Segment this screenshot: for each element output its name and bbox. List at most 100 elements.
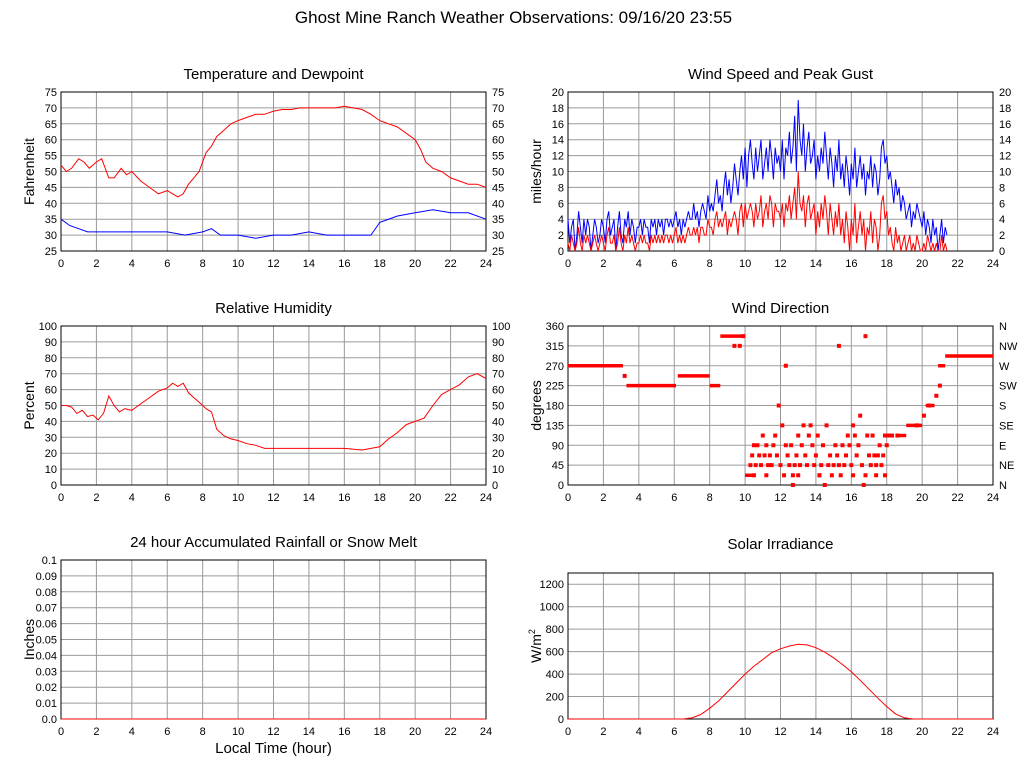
direction-point bbox=[755, 443, 760, 448]
direction-point bbox=[829, 473, 834, 478]
y-tick-label: 1200 bbox=[540, 579, 564, 591]
direction-point bbox=[787, 463, 792, 468]
y-tick-label: 8 bbox=[558, 182, 564, 194]
x-tick-label: 16 bbox=[338, 492, 350, 504]
x-tick-label: 6 bbox=[671, 726, 677, 738]
x-tick-label: 0 bbox=[565, 726, 571, 738]
y-tick-label: 25 bbox=[45, 246, 57, 258]
y-tick-label: 20 bbox=[45, 448, 57, 460]
y-axis-label: Percent bbox=[21, 381, 37, 429]
direction-point bbox=[826, 463, 831, 468]
direction-point bbox=[806, 433, 811, 438]
x-tick-label: 14 bbox=[303, 492, 315, 504]
x-tick-label: 18 bbox=[881, 492, 893, 504]
direction-point bbox=[840, 443, 845, 448]
right-tick-label: 90 bbox=[492, 337, 504, 349]
y-axis-label: miles/hour bbox=[528, 139, 544, 204]
y-axis-label: W/m2 bbox=[527, 629, 544, 663]
right-tick-label: 2 bbox=[999, 230, 1005, 242]
direction-point bbox=[875, 453, 880, 458]
x-tick-label: 16 bbox=[338, 258, 350, 270]
direction-point bbox=[762, 453, 767, 458]
right-tick-label: SW bbox=[999, 381, 1017, 393]
x-tick-label: 10 bbox=[232, 492, 244, 504]
y-tick-label: 6 bbox=[558, 198, 564, 210]
y-tick-label: 50 bbox=[45, 167, 57, 179]
direction-point bbox=[782, 473, 787, 478]
x-tick-label: 14 bbox=[303, 258, 315, 270]
x-tick-label: 12 bbox=[267, 258, 279, 270]
series-line bbox=[567, 99, 948, 252]
y-tick-label: 45 bbox=[552, 460, 564, 472]
y-tick-label: 135 bbox=[546, 420, 564, 432]
direction-point bbox=[836, 343, 841, 348]
direction-point bbox=[789, 443, 794, 448]
right-tick-label: 25 bbox=[492, 246, 504, 258]
direction-point bbox=[856, 443, 861, 448]
x-tick-label: 20 bbox=[916, 726, 928, 738]
x-tick-label: 0 bbox=[565, 492, 571, 504]
x-tick-label: 20 bbox=[409, 726, 421, 738]
x-tick-label: 2 bbox=[600, 258, 606, 270]
y-tick-label: 40 bbox=[45, 198, 57, 210]
y-tick-label: 0.01 bbox=[36, 698, 57, 710]
x-tick-label: 0 bbox=[58, 726, 64, 738]
y-tick-label: 1000 bbox=[540, 602, 564, 614]
x-tick-label: 12 bbox=[774, 726, 786, 738]
y-tick-label: 20 bbox=[552, 87, 564, 99]
direction-point bbox=[881, 453, 886, 458]
x-tick-label: 12 bbox=[774, 492, 786, 504]
x-tick-label: 18 bbox=[374, 492, 386, 504]
x-tick-label: 4 bbox=[129, 726, 135, 738]
x-tick-label: 2 bbox=[600, 726, 606, 738]
y-tick-label: 0.03 bbox=[36, 666, 57, 678]
direction-point bbox=[851, 473, 856, 478]
direction-point bbox=[819, 463, 824, 468]
direction-point bbox=[886, 433, 891, 438]
direction-point bbox=[815, 433, 820, 438]
direction-point bbox=[753, 463, 758, 468]
y-axis-label-superscript: 2 bbox=[527, 629, 537, 634]
grid bbox=[567, 573, 994, 720]
right-tick-label: 20 bbox=[999, 87, 1011, 99]
x-tick-label: 6 bbox=[671, 258, 677, 270]
x-tick-label: 18 bbox=[374, 726, 386, 738]
x-tick-label: 0 bbox=[58, 492, 64, 504]
x-tick-label: 12 bbox=[267, 726, 279, 738]
direction-point bbox=[937, 383, 942, 388]
x-tick-label: 12 bbox=[267, 492, 279, 504]
x-tick-label: 0 bbox=[58, 258, 64, 270]
direction-point bbox=[783, 363, 788, 368]
y-tick-label: 65 bbox=[45, 119, 57, 131]
x-tick-label: 4 bbox=[129, 258, 135, 270]
x-tick-label: 22 bbox=[444, 726, 456, 738]
direction-point bbox=[805, 463, 810, 468]
right-tick-label: 30 bbox=[492, 230, 504, 242]
x-tick-label: 16 bbox=[845, 492, 857, 504]
x-tick-label: 0 bbox=[565, 258, 571, 270]
y-tick-label: 600 bbox=[546, 647, 564, 659]
y-tick-label: 12 bbox=[552, 151, 564, 163]
y-tick-label: 0 bbox=[558, 480, 564, 492]
direction-point bbox=[769, 463, 774, 468]
right-tick-label: 60 bbox=[492, 385, 504, 397]
y-tick-label: 360 bbox=[546, 321, 564, 333]
x-tick-label: 4 bbox=[636, 492, 642, 504]
direction-point bbox=[741, 334, 746, 339]
direction-point bbox=[759, 463, 764, 468]
direction-point bbox=[851, 423, 856, 428]
direction-point bbox=[748, 463, 753, 468]
y-tick-label: 90 bbox=[45, 337, 57, 349]
y-tick-label: 2 bbox=[558, 230, 564, 242]
x-tick-label: 10 bbox=[739, 258, 751, 270]
series-line bbox=[61, 373, 487, 451]
right-tick-label: 50 bbox=[492, 167, 504, 179]
x-tick-label: 24 bbox=[987, 258, 999, 270]
x-tick-label: 18 bbox=[881, 258, 893, 270]
direction-point bbox=[867, 453, 872, 458]
x-tick-label: 24 bbox=[480, 492, 492, 504]
direction-point bbox=[861, 483, 866, 487]
right-tick-label: 0 bbox=[999, 246, 1005, 258]
direction-point bbox=[863, 334, 868, 339]
